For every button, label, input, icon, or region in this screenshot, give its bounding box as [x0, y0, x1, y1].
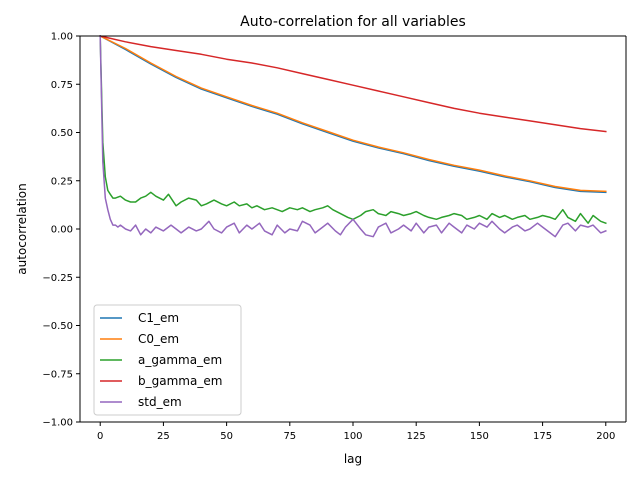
y-tick-label: 1.00 — [51, 32, 73, 43]
y-tick-label: −0.25 — [42, 273, 73, 284]
y-tick-label: 0.00 — [51, 225, 73, 236]
legend-items: C1_em C0_em a_gamma_em b_gamma_em std_em — [100, 311, 222, 409]
series-layer — [99, 34, 607, 238]
legend-label-C1-em: C1_em — [138, 311, 179, 325]
x-tick-label: 175 — [533, 431, 552, 442]
series-line-a-gamma-em — [99, 35, 607, 225]
x-tick-label: 200 — [596, 431, 615, 442]
legend-box — [93, 304, 242, 416]
series-line-C1-em — [99, 34, 607, 194]
y-tick-label: 0.75 — [51, 80, 73, 91]
x-tick-label: 100 — [343, 431, 362, 442]
x-tick-label: 50 — [220, 431, 233, 442]
y-axis-label: autocorrelation — [15, 183, 29, 274]
legend: C1_em C0_em a_gamma_em b_gamma_em std_em — [93, 304, 242, 416]
x-tick-label: 125 — [407, 431, 426, 442]
x-axis-label: lag — [344, 452, 362, 466]
x-tick-label: 150 — [470, 431, 489, 442]
legend-label-std-em: std_em — [138, 395, 182, 409]
series-line-C0-em — [99, 34, 607, 193]
y-tick-label: −0.75 — [42, 369, 73, 380]
series-line-std-em — [99, 35, 607, 238]
x-tick-label: 75 — [283, 431, 296, 442]
series-line-b-gamma-em — [99, 35, 607, 133]
legend-label-C0-em: C0_em — [138, 332, 179, 346]
y-tick-label: −0.50 — [42, 321, 73, 332]
x-tick-label: 25 — [157, 431, 170, 442]
y-axis-ticks: −1.00 −0.75 −0.50 −0.25 0.00 0.25 0.50 0.75 1.00 — [42, 32, 80, 429]
x-tick-label: 0 — [97, 431, 103, 442]
x-axis-ticks: 0 25 50 75 100 125 150 175 200 — [97, 422, 615, 442]
y-tick-label: 0.50 — [51, 128, 73, 139]
legend-label-a-gamma-em: a_gamma_em — [138, 353, 222, 367]
chart-title: Auto-correlation for all variables — [240, 14, 466, 30]
y-tick-label: 0.25 — [51, 176, 73, 187]
legend-label-b-gamma-em: b_gamma_em — [138, 374, 222, 388]
y-tick-label: −1.00 — [42, 418, 73, 429]
